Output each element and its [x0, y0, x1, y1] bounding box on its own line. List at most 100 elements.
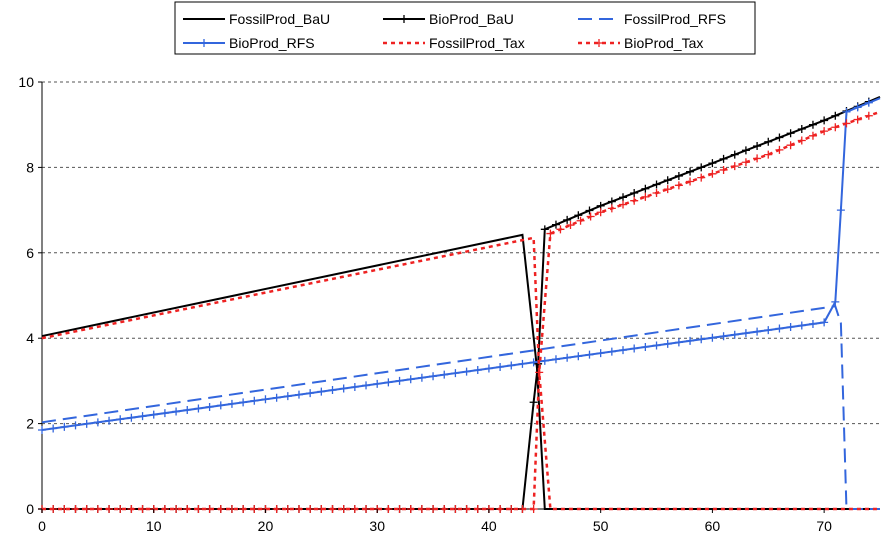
y-tick-label-2: 2: [26, 416, 34, 432]
series-FossilProd_Tax: [41, 236, 880, 511]
series-marker: [261, 395, 270, 404]
series-marker: [406, 375, 415, 384]
series-marker: [820, 116, 829, 125]
series-marker: [808, 131, 817, 140]
series-marker: [630, 196, 639, 205]
legend-label: FossilProd_Tax: [429, 35, 525, 51]
series-marker: [172, 505, 181, 513]
series-marker: [551, 220, 560, 229]
series-markers-BioProd_RFS: [38, 98, 873, 435]
legend-item-FossilProd_Tax: FossilProd_Tax: [383, 35, 525, 51]
legend-item-BioProd_BaU: BioProd_BaU: [383, 11, 514, 27]
series-marker: [652, 180, 661, 189]
series-marker: [473, 366, 482, 375]
series-marker: [38, 426, 46, 435]
series-marker: [585, 206, 594, 215]
series-marker: [272, 393, 281, 402]
series-marker: [328, 386, 337, 395]
series-BioProd_RFS: [38, 97, 881, 435]
series-marker: [116, 415, 125, 424]
series-marker: [507, 361, 516, 370]
y-tick-label-8: 8: [26, 159, 34, 175]
series-marker: [49, 505, 58, 513]
series-marker: [507, 505, 516, 513]
series-marker: [71, 421, 80, 430]
series-marker: [451, 369, 460, 378]
series-marker: [786, 141, 795, 150]
series-marker: [596, 349, 605, 358]
series-marker: [105, 505, 114, 513]
series-marker: [842, 107, 851, 116]
series-marker: [339, 505, 348, 513]
series-marker: [551, 355, 560, 364]
series-marker: [60, 505, 69, 513]
series-marker: [697, 163, 706, 172]
series-FossilProd_RFS: [41, 305, 880, 510]
legend: FossilProd_BaU BioProd_BaU FossilProd_RFS B…: [174, 1, 756, 55]
series-marker: [797, 124, 806, 133]
series-BioProd_Tax: [38, 110, 881, 513]
series-marker: [406, 505, 415, 513]
series-marker: [775, 324, 784, 333]
x-tick-label-60: 60: [705, 518, 721, 534]
series-marker: [183, 505, 192, 513]
series-marker: [574, 352, 583, 361]
series-marker: [496, 505, 505, 513]
series-marker: [250, 505, 259, 513]
x-tick-label-0: 0: [38, 518, 46, 534]
series-marker: [484, 364, 493, 373]
series-marker: [741, 158, 750, 167]
series-marker: [283, 392, 292, 401]
series-marker: [462, 505, 471, 513]
legend-label: BioProd_RFS: [229, 35, 315, 51]
series-marker: [384, 505, 393, 513]
series-marker: [753, 327, 762, 336]
series-marker: [576, 216, 585, 225]
series-marker: [440, 505, 449, 513]
series-marker: [775, 145, 784, 154]
series-marker: [753, 154, 762, 163]
series-marker: [674, 171, 683, 180]
series-marker: [697, 335, 706, 344]
legend-label: FossilProd_RFS: [624, 11, 726, 27]
series-marker: [417, 505, 426, 513]
series-marker: [708, 169, 717, 178]
series-marker: [239, 398, 248, 407]
gridlines: [42, 81, 880, 425]
series-marker: [529, 358, 538, 367]
series-marker: [820, 318, 829, 327]
x-tick-label-40: 40: [481, 518, 497, 534]
series-marker: [641, 342, 650, 351]
series-marker: [630, 189, 639, 198]
series-marker: [586, 212, 595, 221]
series-marker: [328, 505, 337, 513]
series-marker: [686, 167, 695, 176]
series-marker: [160, 505, 169, 513]
series-marker: [49, 424, 58, 433]
legend-label: BioProd_Tax: [624, 35, 703, 51]
y-tick-label-4: 4: [26, 330, 34, 346]
x-tick-label-10: 10: [146, 518, 162, 534]
series-marker: [105, 416, 114, 425]
series-marker: [138, 412, 147, 421]
series-marker: [641, 192, 650, 201]
series-marker: [585, 350, 594, 359]
series-marker: [283, 505, 292, 513]
series-marker: [272, 505, 281, 513]
series-marker: [764, 137, 773, 146]
y-tick-label-0: 0: [26, 501, 34, 517]
legend-item-BioProd_Tax: BioProd_Tax: [578, 35, 703, 51]
series-marker: [741, 146, 750, 155]
series-marker: [566, 221, 575, 230]
series-marker: [373, 379, 382, 388]
series-marker: [149, 410, 158, 419]
series-marker: [205, 505, 214, 513]
series-marker: [719, 165, 728, 174]
series-marker: [797, 136, 806, 145]
series-marker: [663, 185, 672, 194]
series-marker: [730, 150, 739, 159]
series-line-FossilProd_Tax: [41, 236, 880, 511]
series-marker: [864, 111, 873, 120]
series-marker: [719, 332, 728, 341]
